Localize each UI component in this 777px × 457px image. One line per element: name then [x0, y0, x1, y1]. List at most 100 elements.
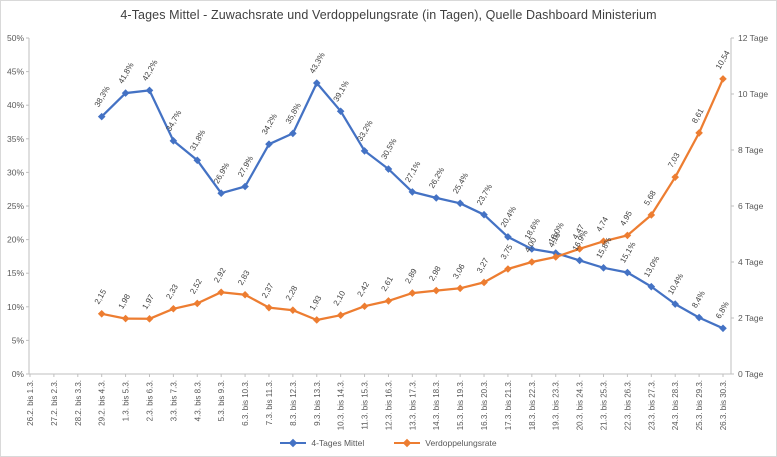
x-axis-label: 17.3. bis 21.3.: [504, 380, 513, 430]
data-label: 15,1%: [618, 240, 637, 264]
x-axis-label: 2.3. bis 6.3.: [145, 380, 154, 421]
y-axis-left-label: 35%: [7, 134, 24, 144]
data-label: 2,92: [212, 266, 228, 284]
data-label: 43,3%: [308, 51, 327, 75]
y-axis-right-label: 4 Tage: [738, 257, 764, 267]
data-point-marker: [145, 315, 154, 323]
data-label: 7,03: [666, 151, 682, 169]
x-axis-label: 7.3. bis 11.3.: [265, 380, 274, 425]
data-label: 5,68: [642, 188, 658, 206]
x-axis-label: 6.3. bis 10.3.: [241, 380, 250, 426]
data-point-marker: [575, 256, 584, 265]
x-axis-label: 10.3. bis 14.3.: [337, 380, 346, 430]
x-axis-label: 11.3. bis 15.3.: [361, 380, 370, 430]
data-point-marker: [599, 264, 608, 272]
data-label: 2,52: [188, 277, 204, 295]
data-point-marker: [504, 233, 512, 241]
x-axis-label: 9.3. bis 13.3.: [313, 380, 322, 426]
data-point-marker: [504, 265, 512, 273]
y-axis-left-label: 45%: [7, 67, 24, 77]
data-label: 38,3%: [93, 84, 112, 108]
data-point-marker: [671, 300, 680, 308]
data-label: 2,42: [355, 280, 371, 298]
y-axis-left-label: 20%: [7, 235, 24, 245]
y-axis-left-label: 40%: [7, 100, 24, 110]
x-axis-label: 16.3. bis 20.3.: [480, 380, 489, 430]
data-label: 41,8%: [117, 61, 136, 85]
data-label: 25,4%: [451, 171, 470, 195]
data-label: 2,28: [284, 284, 300, 302]
x-axis-label: 26.3. bis 30.3.: [719, 380, 728, 430]
x-axis-label: 26.2. bis 1.3.: [26, 380, 35, 426]
data-label: 8,4%: [690, 289, 707, 309]
data-label: 1,98: [117, 292, 133, 310]
data-point-marker: [456, 284, 464, 293]
data-point-marker: [432, 194, 441, 202]
data-label: 26,9%: [212, 161, 231, 185]
data-point-marker: [528, 258, 536, 266]
y-axis-left-label: 15%: [7, 268, 24, 278]
data-point-marker: [265, 140, 273, 148]
x-axis-label: 15.3. bis 19.3.: [456, 380, 465, 430]
data-point-marker: [289, 306, 297, 314]
data-point-marker: [480, 278, 488, 287]
x-axis-label: 1.3. bis 5.3.: [122, 380, 131, 421]
data-label: 2,10: [332, 289, 348, 307]
x-axis-label: 21.3. bis 25.3.: [600, 380, 609, 430]
x-axis-label: 23.3. bis 27.3.: [647, 380, 656, 430]
data-label: 3,27: [475, 256, 491, 274]
data-point-marker: [193, 299, 202, 308]
data-point-marker: [360, 302, 369, 311]
x-axis-label: 13.3. bis 17.3.: [408, 380, 417, 430]
data-label: 4,74: [594, 215, 610, 233]
data-label: 2,98: [427, 264, 443, 282]
y-axis-right-label: 10 Tage: [738, 89, 768, 99]
data-point-marker: [384, 297, 393, 305]
data-label: 34,2%: [260, 112, 279, 136]
x-axis-label: 4.3. bis 8.3.: [193, 380, 202, 421]
data-label: 30,5%: [379, 137, 398, 161]
data-label: 10,4%: [666, 272, 685, 296]
data-label: 3,06: [451, 262, 467, 280]
data-point-marker: [336, 107, 345, 116]
x-axis-label: 28.2. bis 3.3.: [74, 380, 83, 426]
data-point-marker: [265, 303, 273, 312]
x-axis-label: 27.2. bis 2.3.: [50, 380, 59, 426]
x-axis-label: 18.3. bis 22.3.: [528, 380, 537, 430]
data-label: 10,54: [714, 49, 732, 71]
data-point-marker: [169, 137, 178, 145]
y-axis-left-label: 50%: [7, 33, 24, 43]
data-point-marker: [97, 310, 106, 318]
data-label: 2,61: [379, 274, 395, 292]
data-point-marker: [480, 210, 488, 219]
data-point-marker: [671, 173, 680, 181]
data-point-marker: [647, 211, 656, 219]
data-point-marker: [432, 286, 441, 295]
data-point-marker: [217, 288, 225, 297]
data-point-marker: [336, 311, 345, 319]
data-label: 2,15: [93, 287, 109, 305]
data-point-marker: [695, 129, 703, 137]
data-point-marker: [193, 156, 202, 165]
data-point-marker: [551, 253, 560, 261]
data-point-marker: [719, 75, 727, 83]
y-axis-left-label: 10%: [7, 302, 24, 312]
data-label: 34,7%: [164, 109, 183, 133]
data-label: 2,83: [236, 268, 252, 286]
data-label: 26,2%: [427, 166, 446, 190]
data-point-marker: [719, 324, 727, 333]
data-label: 27,1%: [403, 160, 422, 184]
legend-line-marker-orange: [394, 438, 421, 448]
data-label: 4,95: [618, 209, 634, 227]
x-axis-label: 20.3. bis 24.3.: [576, 380, 585, 430]
data-point-marker: [289, 129, 297, 138]
data-point-marker: [575, 245, 584, 253]
x-axis-label: 12.3. bis 16.3.: [384, 380, 393, 430]
data-point-marker: [528, 245, 536, 253]
data-point-marker: [551, 249, 560, 257]
data-point-marker: [121, 314, 130, 323]
x-axis-label: 14.3. bis 18.3.: [432, 380, 441, 430]
legend-item-verdoppelungsrate: Verdoppelungsrate: [394, 438, 497, 448]
